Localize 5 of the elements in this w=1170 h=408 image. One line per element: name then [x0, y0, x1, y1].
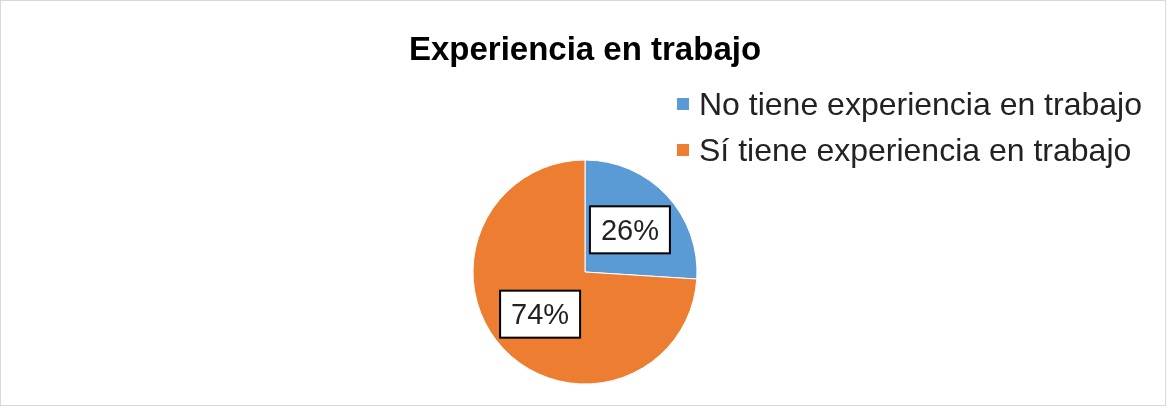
legend-label: No tiene experiencia en trabajo: [699, 86, 1142, 122]
data-label: 74%: [511, 298, 570, 331]
chart-title: Experiencia en trabajo: [408, 30, 762, 67]
legend-label: Sí tiene experiencia en trabajo: [699, 132, 1132, 168]
data-label: 26%: [600, 213, 659, 246]
